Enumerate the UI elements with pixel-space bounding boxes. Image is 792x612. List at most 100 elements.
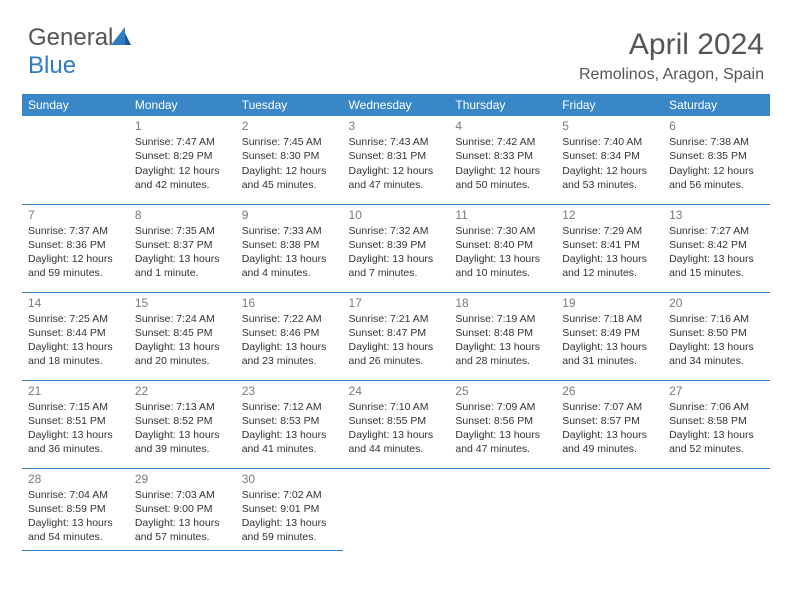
daylight-text: Daylight: 13 hours and 31 minutes. — [562, 340, 657, 368]
daylight-text: Daylight: 12 hours and 45 minutes. — [242, 164, 337, 192]
sunset-text: Sunset: 8:58 PM — [669, 414, 764, 428]
sunset-text: Sunset: 8:36 PM — [28, 238, 123, 252]
daylight-text: Daylight: 12 hours and 47 minutes. — [349, 164, 444, 192]
daylight-text: Daylight: 13 hours and 12 minutes. — [562, 252, 657, 280]
calendar-cell: 10Sunrise: 7:32 AMSunset: 8:39 PMDayligh… — [343, 204, 450, 292]
day-header: Thursday — [449, 94, 556, 116]
sunrise-text: Sunrise: 7:03 AM — [135, 488, 230, 502]
sunset-text: Sunset: 8:56 PM — [455, 414, 550, 428]
sunset-text: Sunset: 8:44 PM — [28, 326, 123, 340]
location-subtitle: Remolinos, Aragon, Spain — [579, 66, 764, 84]
daylight-text: Daylight: 13 hours and 44 minutes. — [349, 428, 444, 456]
day-number: 16 — [242, 295, 337, 311]
calendar-week-row: 1Sunrise: 7:47 AMSunset: 8:29 PMDaylight… — [22, 116, 770, 204]
day-number: 3 — [349, 118, 444, 134]
day-header: Sunday — [22, 94, 129, 116]
day-header: Tuesday — [236, 94, 343, 116]
calendar-cell — [449, 468, 556, 551]
sunset-text: Sunset: 8:53 PM — [242, 414, 337, 428]
day-number: 23 — [242, 383, 337, 399]
sunset-text: Sunset: 9:00 PM — [135, 502, 230, 516]
sunset-text: Sunset: 8:34 PM — [562, 149, 657, 163]
sunrise-text: Sunrise: 7:18 AM — [562, 312, 657, 326]
sunrise-text: Sunrise: 7:13 AM — [135, 400, 230, 414]
sunrise-text: Sunrise: 7:10 AM — [349, 400, 444, 414]
sunset-text: Sunset: 8:59 PM — [28, 502, 123, 516]
daylight-text: Daylight: 13 hours and 34 minutes. — [669, 340, 764, 368]
calendar-cell: 9Sunrise: 7:33 AMSunset: 8:38 PMDaylight… — [236, 204, 343, 292]
sunset-text: Sunset: 8:50 PM — [669, 326, 764, 340]
day-number: 2 — [242, 118, 337, 134]
sunrise-text: Sunrise: 7:16 AM — [669, 312, 764, 326]
day-number: 8 — [135, 207, 230, 223]
sunrise-text: Sunrise: 7:37 AM — [28, 224, 123, 238]
day-number: 15 — [135, 295, 230, 311]
daylight-text: Daylight: 13 hours and 36 minutes. — [28, 428, 123, 456]
sunrise-text: Sunrise: 7:43 AM — [349, 135, 444, 149]
sunrise-text: Sunrise: 7:12 AM — [242, 400, 337, 414]
calendar-cell: 5Sunrise: 7:40 AMSunset: 8:34 PMDaylight… — [556, 116, 663, 204]
calendar-cell: 29Sunrise: 7:03 AMSunset: 9:00 PMDayligh… — [129, 468, 236, 551]
sunset-text: Sunset: 8:42 PM — [669, 238, 764, 252]
calendar-cell — [663, 468, 770, 551]
sunset-text: Sunset: 8:52 PM — [135, 414, 230, 428]
calendar-cell: 21Sunrise: 7:15 AMSunset: 8:51 PMDayligh… — [22, 380, 129, 468]
day-number: 13 — [669, 207, 764, 223]
sunrise-text: Sunrise: 7:25 AM — [28, 312, 123, 326]
sunrise-text: Sunrise: 7:06 AM — [669, 400, 764, 414]
sunset-text: Sunset: 8:38 PM — [242, 238, 337, 252]
sunrise-text: Sunrise: 7:27 AM — [669, 224, 764, 238]
daylight-text: Daylight: 12 hours and 59 minutes. — [28, 252, 123, 280]
sunrise-text: Sunrise: 7:47 AM — [135, 135, 230, 149]
calendar-week-row: 7Sunrise: 7:37 AMSunset: 8:36 PMDaylight… — [22, 204, 770, 292]
calendar-cell: 20Sunrise: 7:16 AMSunset: 8:50 PMDayligh… — [663, 292, 770, 380]
calendar-table: Sunday Monday Tuesday Wednesday Thursday… — [22, 94, 770, 551]
daylight-text: Daylight: 13 hours and 57 minutes. — [135, 516, 230, 544]
calendar-cell: 26Sunrise: 7:07 AMSunset: 8:57 PMDayligh… — [556, 380, 663, 468]
calendar-cell: 11Sunrise: 7:30 AMSunset: 8:40 PMDayligh… — [449, 204, 556, 292]
calendar-cell: 14Sunrise: 7:25 AMSunset: 8:44 PMDayligh… — [22, 292, 129, 380]
sunrise-text: Sunrise: 7:45 AM — [242, 135, 337, 149]
sunrise-text: Sunrise: 7:40 AM — [562, 135, 657, 149]
day-number: 27 — [669, 383, 764, 399]
day-number: 28 — [28, 471, 123, 487]
calendar-cell: 6Sunrise: 7:38 AMSunset: 8:35 PMDaylight… — [663, 116, 770, 204]
sunset-text: Sunset: 8:37 PM — [135, 238, 230, 252]
logo-sail-icon — [111, 27, 131, 45]
sunset-text: Sunset: 8:39 PM — [349, 238, 444, 252]
day-number: 25 — [455, 383, 550, 399]
calendar-cell: 19Sunrise: 7:18 AMSunset: 8:49 PMDayligh… — [556, 292, 663, 380]
calendar-cell — [22, 116, 129, 204]
day-number: 30 — [242, 471, 337, 487]
logo: General Blue — [28, 24, 131, 80]
daylight-text: Daylight: 13 hours and 28 minutes. — [455, 340, 550, 368]
sunrise-text: Sunrise: 7:04 AM — [28, 488, 123, 502]
daylight-text: Daylight: 12 hours and 50 minutes. — [455, 164, 550, 192]
day-number: 9 — [242, 207, 337, 223]
calendar-cell: 4Sunrise: 7:42 AMSunset: 8:33 PMDaylight… — [449, 116, 556, 204]
day-number: 12 — [562, 207, 657, 223]
sunrise-text: Sunrise: 7:21 AM — [349, 312, 444, 326]
logo-text-2: Blue — [28, 52, 76, 79]
calendar-cell — [556, 468, 663, 551]
sunrise-text: Sunrise: 7:42 AM — [455, 135, 550, 149]
daylight-text: Daylight: 13 hours and 52 minutes. — [669, 428, 764, 456]
sunrise-text: Sunrise: 7:30 AM — [455, 224, 550, 238]
sunrise-text: Sunrise: 7:38 AM — [669, 135, 764, 149]
sunrise-text: Sunrise: 7:09 AM — [455, 400, 550, 414]
calendar-cell: 7Sunrise: 7:37 AMSunset: 8:36 PMDaylight… — [22, 204, 129, 292]
day-header: Wednesday — [343, 94, 450, 116]
sunset-text: Sunset: 8:30 PM — [242, 149, 337, 163]
calendar-week-row: 21Sunrise: 7:15 AMSunset: 8:51 PMDayligh… — [22, 380, 770, 468]
day-number: 29 — [135, 471, 230, 487]
sunset-text: Sunset: 8:31 PM — [349, 149, 444, 163]
sunset-text: Sunset: 8:47 PM — [349, 326, 444, 340]
sunrise-text: Sunrise: 7:19 AM — [455, 312, 550, 326]
sunrise-text: Sunrise: 7:22 AM — [242, 312, 337, 326]
daylight-text: Daylight: 13 hours and 23 minutes. — [242, 340, 337, 368]
sunset-text: Sunset: 8:41 PM — [562, 238, 657, 252]
sunset-text: Sunset: 8:57 PM — [562, 414, 657, 428]
sunrise-text: Sunrise: 7:07 AM — [562, 400, 657, 414]
calendar-cell: 3Sunrise: 7:43 AMSunset: 8:31 PMDaylight… — [343, 116, 450, 204]
day-number: 17 — [349, 295, 444, 311]
